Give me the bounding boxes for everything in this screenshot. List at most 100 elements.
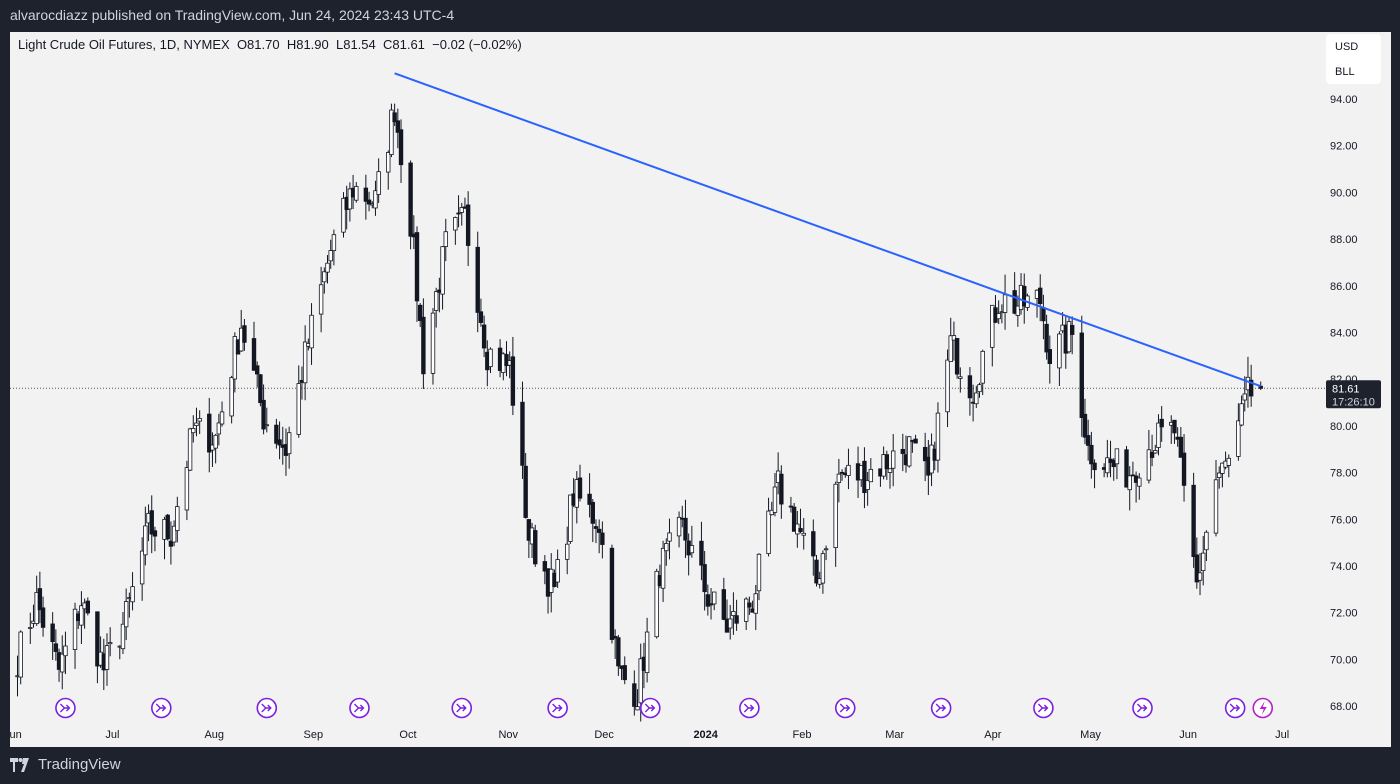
candle bbox=[884, 450, 890, 480]
candle-body bbox=[1201, 552, 1206, 571]
candlestick-chart[interactable]: 94.0092.0090.0088.0086.0084.0082.0080.00… bbox=[10, 32, 1391, 747]
price-axis-label: 76.00 bbox=[1330, 514, 1358, 526]
candle-body bbox=[219, 411, 225, 425]
candle-body bbox=[309, 314, 314, 349]
candle-body bbox=[392, 112, 397, 123]
candle bbox=[1226, 454, 1231, 478]
candle-body bbox=[689, 545, 695, 554]
candle bbox=[40, 596, 46, 637]
event-marker-icon bbox=[930, 697, 952, 719]
marker-glyph bbox=[456, 703, 467, 713]
time-axis-label: Jul bbox=[105, 729, 119, 741]
candle bbox=[465, 191, 471, 267]
candle-body bbox=[568, 494, 573, 542]
candle bbox=[254, 361, 260, 388]
candle-body bbox=[705, 594, 711, 607]
candle-body bbox=[846, 464, 851, 476]
currency-label[interactable]: USD bbox=[1335, 41, 1359, 53]
candle-body bbox=[708, 603, 714, 606]
candle-body bbox=[753, 593, 758, 614]
candle bbox=[533, 524, 538, 567]
candle-body bbox=[1178, 436, 1184, 458]
candle-body bbox=[386, 152, 391, 173]
candle bbox=[612, 629, 618, 659]
candle-body bbox=[990, 304, 995, 348]
candle bbox=[120, 612, 126, 654]
candle-body bbox=[184, 467, 190, 511]
candle bbox=[660, 540, 666, 602]
candle bbox=[891, 433, 896, 487]
candle bbox=[187, 427, 193, 472]
candle-body bbox=[376, 171, 381, 195]
candle-body bbox=[417, 304, 423, 321]
candle-body bbox=[79, 605, 84, 626]
candle-body bbox=[165, 514, 170, 540]
candle-body bbox=[523, 465, 528, 518]
time-axis-label: Jun bbox=[1179, 729, 1197, 741]
candle-body bbox=[95, 611, 100, 667]
candle-body bbox=[354, 186, 359, 201]
unit-label[interactable]: BLL bbox=[1335, 66, 1355, 78]
candle-body bbox=[747, 602, 752, 608]
candle bbox=[712, 591, 717, 611]
candle-body bbox=[274, 424, 279, 444]
price-axis-label: 68.00 bbox=[1330, 701, 1358, 713]
candle bbox=[922, 432, 928, 482]
candle bbox=[229, 375, 234, 424]
candle-body bbox=[1146, 449, 1152, 481]
time-axis-label: Dec bbox=[594, 729, 614, 741]
candle bbox=[689, 525, 695, 558]
candle-body bbox=[1181, 452, 1187, 486]
event-marker-icon bbox=[739, 697, 760, 719]
candle bbox=[721, 577, 727, 621]
unit-selector[interactable]: USD BLL bbox=[1326, 34, 1381, 84]
candle bbox=[242, 318, 247, 351]
candle-body bbox=[731, 611, 736, 616]
candle-body bbox=[922, 446, 928, 462]
candle bbox=[708, 588, 714, 620]
candle-body bbox=[1089, 444, 1094, 465]
price-axis-label: 80.00 bbox=[1330, 421, 1358, 433]
candle bbox=[913, 434, 918, 444]
candle bbox=[302, 325, 308, 401]
candle-body bbox=[616, 637, 621, 667]
candle bbox=[728, 604, 733, 640]
candle bbox=[951, 321, 957, 361]
candle-body bbox=[587, 493, 592, 505]
candle bbox=[95, 611, 100, 684]
candle bbox=[143, 506, 148, 566]
chart-panel[interactable]: 94.00 92.00 90.00 88.00 86.00 84.00 82.00 80.00… bbox=[10, 32, 1391, 747]
candle-body bbox=[40, 607, 46, 628]
candle bbox=[309, 303, 314, 365]
candle-body bbox=[481, 324, 487, 349]
candle bbox=[433, 287, 439, 328]
candle-body bbox=[123, 601, 129, 628]
marker-glyph bbox=[155, 703, 167, 713]
candle bbox=[18, 630, 23, 685]
candle bbox=[798, 508, 803, 534]
time-axis-label: May bbox=[1080, 729, 1101, 741]
candle bbox=[104, 633, 110, 686]
time-axis-label: Feb bbox=[793, 729, 812, 741]
candle bbox=[954, 338, 960, 379]
candle bbox=[980, 349, 985, 396]
symbol-name[interactable]: Light Crude Oil Futures, 1D, NYMEX bbox=[18, 37, 230, 52]
candle-body bbox=[389, 109, 394, 155]
time-axis-label: Sep bbox=[304, 729, 324, 741]
candle bbox=[85, 597, 91, 616]
candle bbox=[366, 191, 372, 212]
event-marker-icon bbox=[1132, 697, 1153, 719]
candle bbox=[149, 495, 154, 554]
candle bbox=[421, 298, 426, 390]
candle bbox=[139, 537, 145, 601]
candle-body bbox=[958, 376, 963, 379]
candle bbox=[935, 402, 941, 473]
candle bbox=[565, 526, 570, 575]
candle-body bbox=[635, 706, 640, 711]
candle bbox=[1092, 459, 1097, 489]
candle-body bbox=[1069, 324, 1075, 335]
candle bbox=[523, 453, 528, 519]
footer-brand: TradingView bbox=[10, 756, 121, 773]
candle-body bbox=[475, 246, 480, 313]
